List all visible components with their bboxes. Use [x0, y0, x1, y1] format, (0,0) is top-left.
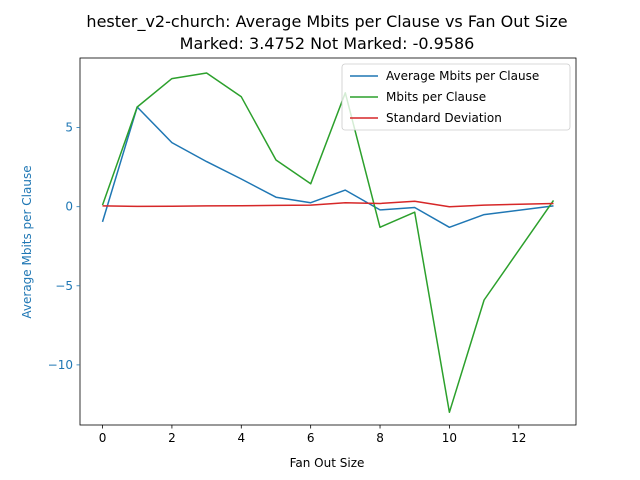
x-tick-label: 8 [376, 431, 384, 445]
x-tick-label: 10 [442, 431, 457, 445]
x-axis-label: Fan Out Size [290, 456, 365, 470]
series-line-0 [101, 106, 554, 229]
plot-frame [79, 57, 577, 426]
legend: Average Mbits per Clause Mbits per Clause… [341, 63, 571, 131]
x-tick-label: 12 [511, 431, 526, 445]
plot-lines [101, 72, 555, 414]
y-tick-label: 0 [65, 200, 73, 214]
legend-label-0: Average Mbits per Clause [386, 69, 539, 83]
y-axis-label: Average Mbits per Clause [20, 165, 34, 318]
legend-label-2: Standard Deviation [386, 111, 502, 125]
x-tick-label: 0 [99, 431, 107, 445]
chart-subtitle: Marked: 3.4752 Not Marked: -0.9586 [180, 34, 475, 53]
legend-box [341, 63, 571, 131]
x-axis-ticks: 0 2 4 6 8 10 12 [99, 425, 526, 445]
y-axis-ticks: 5 0 −5 −10 [48, 121, 80, 372]
x-tick-label: 2 [168, 431, 176, 445]
y-tick-label: 5 [65, 121, 73, 135]
series-line-1 [101, 72, 555, 414]
series-line-2 [102, 200, 554, 208]
legend-label-1: Mbits per Clause [386, 90, 486, 104]
x-tick-label: 6 [307, 431, 315, 445]
chart-title: hester_v2-church: Average Mbits per Clau… [86, 12, 567, 32]
y-tick-label: −10 [48, 358, 73, 372]
y-tick-label: −5 [55, 279, 73, 293]
x-tick-label: 4 [237, 431, 245, 445]
